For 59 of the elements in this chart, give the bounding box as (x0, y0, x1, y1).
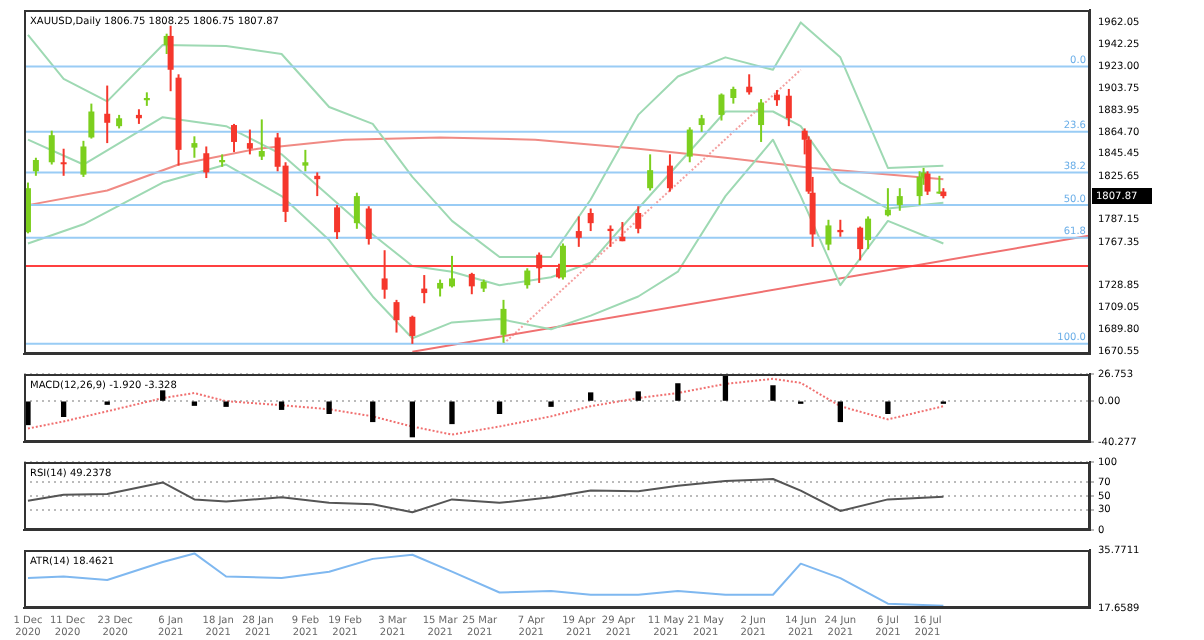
candlestick (500, 298, 507, 344)
candlestick (718, 92, 725, 122)
bar (837, 401, 843, 423)
bar (60, 401, 67, 418)
candlestick (857, 225, 864, 262)
candlestick (393, 298, 400, 334)
candlestick (916, 170, 923, 207)
candlestick (231, 122, 238, 154)
bar (770, 385, 776, 401)
candlestick (104, 84, 111, 145)
candlestick (246, 128, 253, 156)
candlestick (448, 254, 455, 289)
candlestick (647, 153, 654, 192)
bar (675, 383, 681, 401)
bar (25, 401, 31, 426)
bar (409, 401, 416, 438)
line-series (26, 377, 945, 436)
bar (588, 392, 594, 401)
candlestick (575, 215, 582, 248)
candlestick (686, 126, 693, 164)
candlestick (635, 205, 642, 235)
candlestick (666, 153, 673, 193)
candlestick (825, 218, 832, 252)
bar (326, 401, 332, 414)
candlestick (32, 156, 39, 177)
candlestick (314, 171, 321, 198)
candlestick (353, 191, 360, 230)
candlestick (524, 267, 531, 290)
bar (885, 401, 891, 414)
bar (496, 401, 503, 414)
candlestick (409, 314, 416, 345)
candlestick (924, 170, 931, 196)
bar (449, 401, 455, 425)
candlestick (468, 271, 475, 296)
bar (278, 401, 285, 410)
candlestick (536, 251, 543, 284)
candlestick (48, 129, 55, 166)
candlestick (258, 118, 265, 162)
candlestick (381, 249, 388, 300)
candlestick (785, 87, 792, 128)
candlestick (88, 102, 95, 140)
candlestick (365, 205, 372, 246)
candlestick (865, 215, 872, 251)
bar (160, 390, 166, 401)
candlestick (80, 139, 87, 178)
bar (635, 391, 641, 401)
candlestick (587, 207, 594, 233)
candlestick (203, 145, 210, 180)
candlestick (302, 148, 309, 173)
candlestick (334, 204, 341, 240)
candlestick (191, 135, 198, 159)
candlestick (167, 24, 174, 93)
candlestick (60, 147, 67, 177)
bar (370, 401, 376, 423)
bar (722, 375, 729, 401)
candlestick (758, 98, 765, 143)
candlestick (896, 187, 903, 212)
bar (548, 401, 554, 407)
bar (223, 401, 229, 407)
